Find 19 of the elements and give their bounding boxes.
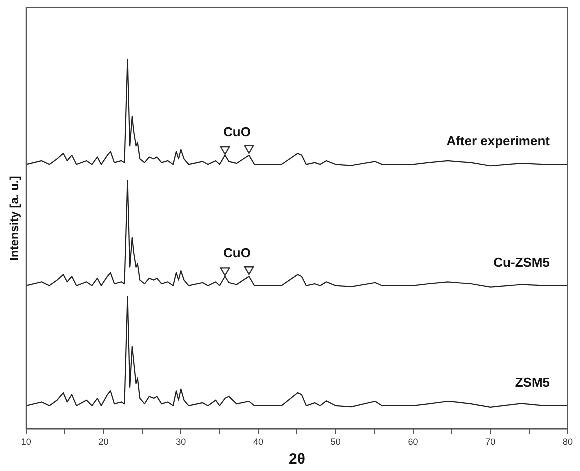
y-axis-title: Intensity [a. u.]	[8, 176, 22, 261]
x-tick-label: 30	[176, 437, 186, 448]
x-axis-title: 2θ	[288, 451, 306, 468]
annotation: CuO	[224, 246, 251, 261]
x-tick-label: 20	[98, 437, 109, 448]
x-tick-label: 60	[408, 437, 418, 448]
point	[244, 266, 254, 276]
x-tick-label: 10	[21, 437, 32, 448]
series-label: ZSM5	[515, 375, 550, 390]
point	[220, 146, 230, 156]
point	[244, 145, 254, 154]
x-tick-label: 40	[254, 437, 264, 448]
x-tick-label: 80	[562, 437, 574, 448]
annotation: CuO	[224, 124, 251, 140]
x-tick-label: 50	[330, 437, 341, 448]
series-label: Cu-ZSM5	[494, 254, 550, 270]
x-tick-label: 70	[486, 437, 496, 448]
point	[220, 268, 230, 276]
series-label: After experiment	[446, 134, 551, 149]
